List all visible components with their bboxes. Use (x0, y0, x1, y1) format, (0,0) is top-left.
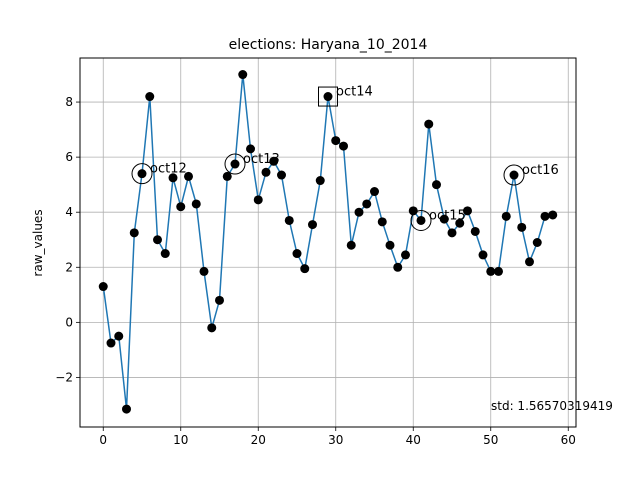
axis-ticks: 0 10 20 30 40 50 60 −2 0 2 4 6 8 (55, 95, 576, 447)
data-point (106, 338, 116, 348)
data-point (261, 167, 271, 177)
annotation-label: oct16 (522, 163, 559, 178)
annotation-label: oct15 (429, 208, 466, 223)
data-point (416, 215, 426, 225)
series (98, 70, 558, 414)
data-point (501, 211, 511, 221)
y-tick-label: −2 (55, 370, 73, 384)
data-point (253, 195, 263, 205)
annotation-label: oct12 (150, 162, 187, 177)
std-annotation: std: 1.56570319419 (491, 399, 613, 413)
y-tick-label: 8 (65, 95, 73, 109)
y-tick-label: 6 (65, 150, 73, 164)
data-point (207, 323, 217, 333)
data-point (339, 141, 348, 151)
x-tick-label: 50 (483, 433, 498, 447)
data-point (540, 211, 550, 221)
data-point (517, 222, 527, 232)
data-point (385, 240, 395, 250)
annotations: oct12 oct13 oct14 oct15 oct16 (131, 85, 559, 231)
data-point (377, 217, 387, 227)
grid (80, 58, 576, 427)
data-point (230, 159, 240, 169)
data-point (215, 295, 224, 305)
data-point (447, 228, 457, 238)
y-tick-label: 4 (65, 205, 73, 219)
x-tick-label: 20 (251, 433, 266, 447)
data-point (331, 136, 341, 146)
x-tick-label: 0 (99, 433, 107, 447)
x-tick-label: 60 (561, 433, 576, 447)
annotation-label: oct13 (243, 152, 280, 167)
data-point (470, 226, 480, 236)
data-point (269, 156, 279, 166)
data-point (424, 119, 434, 129)
data-point (292, 249, 302, 259)
data-point (222, 171, 232, 181)
data-point (199, 266, 209, 276)
data-point (308, 220, 317, 230)
data-point (362, 199, 372, 209)
x-tick-label: 30 (328, 433, 343, 447)
data-point (191, 199, 201, 209)
data-point (323, 92, 333, 102)
data-point (509, 170, 519, 180)
annotation-square-marker (318, 86, 338, 107)
data-point (455, 218, 465, 228)
chart-title: elections: Haryana_10_2014 (229, 37, 428, 53)
y-axis-label: raw_values (31, 209, 45, 276)
data-point (122, 404, 131, 414)
annotation-circle-marker (131, 163, 153, 185)
data-point (238, 70, 248, 80)
data-point (168, 173, 178, 183)
y-tick-label: 2 (65, 260, 73, 274)
data-point (439, 214, 449, 224)
data-point (478, 250, 488, 260)
data-point (486, 266, 496, 276)
data-point (525, 257, 534, 267)
data-point (408, 206, 418, 216)
data-point (548, 210, 558, 220)
data-point (137, 169, 147, 179)
data-point (354, 207, 364, 217)
data-point (494, 266, 503, 276)
plot-frame (79, 57, 577, 428)
annotation-circle-marker (503, 164, 525, 186)
annotation-circle-marker (410, 209, 432, 231)
data-point (153, 235, 162, 245)
data-point (160, 249, 170, 259)
data-point (176, 202, 186, 212)
data-point (284, 215, 294, 225)
x-tick-label: 10 (173, 433, 188, 447)
data-point (532, 238, 542, 247)
data-point (114, 331, 124, 341)
data-point (315, 176, 325, 186)
data-point (463, 206, 472, 216)
data-point (184, 171, 193, 181)
data-point (401, 250, 410, 260)
data-point (145, 92, 155, 102)
x-tick-label: 40 (406, 433, 421, 447)
data-point (300, 264, 310, 274)
data-point (346, 240, 356, 250)
data-point (98, 282, 108, 292)
data-point (246, 144, 255, 154)
data-point (393, 262, 403, 272)
data-point (129, 228, 139, 238)
data-point (370, 187, 379, 197)
annotation-label: oct14 (336, 85, 373, 100)
data-point (432, 180, 441, 190)
annotation-circle-marker (224, 153, 246, 175)
y-tick-label: 0 (65, 315, 73, 329)
data-point (277, 170, 286, 180)
